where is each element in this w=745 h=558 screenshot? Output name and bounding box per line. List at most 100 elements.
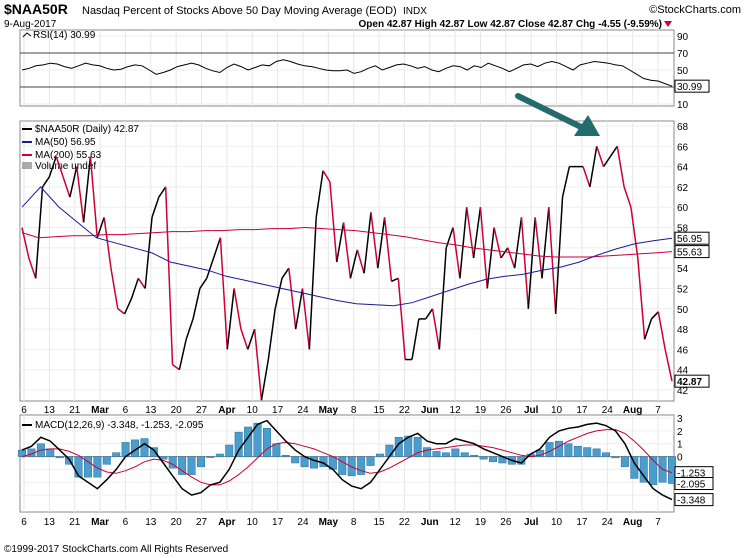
macd-histogram-bar (74, 456, 83, 478)
price-x-tick-label: 6 (21, 405, 27, 416)
macd-legend-swatch (22, 424, 32, 426)
price-line-segment (438, 247, 447, 350)
rsi-last-box (674, 79, 710, 93)
macd-histogram-bar (470, 455, 479, 457)
price-line-segment (589, 146, 598, 188)
price-line-segment (520, 217, 530, 309)
annotation-arrow (515, 93, 600, 136)
price-line-segment (507, 247, 516, 269)
macd-last-label: -3.348 (677, 496, 706, 507)
price-line-segment (274, 278, 283, 309)
macd-histogram-bar (413, 437, 422, 457)
price-y-tick-label: 46 (677, 345, 689, 356)
price-line-segment (493, 227, 502, 259)
macd-histogram-bar (187, 456, 196, 475)
symbol-label: $NAA50R (4, 1, 68, 17)
price-line-segment (151, 196, 160, 218)
price-line-segment (41, 176, 50, 188)
macd-histogram-bar (423, 447, 432, 457)
price-line-segment (178, 339, 187, 370)
price-line-segment (445, 227, 454, 249)
macd-x-tick-label: Apr (218, 517, 235, 528)
price-line-segment (164, 186, 174, 365)
macd-y-tick-label: 1 (677, 440, 683, 451)
price-line-segment (356, 249, 365, 274)
macd-histogram-bar (432, 451, 441, 457)
ma50-legend-label: MA(50) 56.95 (35, 137, 96, 148)
price-line-segment (308, 217, 317, 350)
macd-y-tick-label: 2 (677, 427, 683, 438)
price-x-tick-label: 13 (44, 405, 56, 416)
macd-last-label: -1.253 (677, 469, 706, 480)
macd-x-tick-label: 21 (69, 517, 81, 528)
price-legend: $NAA50R (Daily) 42.87 MA(50) 56.95 MA(20… (22, 124, 139, 172)
description-label: Nasdaq Percent of Stocks Above 50 Day Mo… (82, 5, 397, 17)
macd-histogram-bar (215, 453, 224, 457)
macd-histogram-bar (93, 456, 102, 478)
price-line-segment (123, 298, 133, 315)
macd-x-tick-label: 8 (351, 517, 357, 528)
macd-histogram-bar (178, 456, 187, 475)
copyright-label: ©1999-2017 StockCharts.com All Rights Re… (4, 544, 228, 555)
macd-x-tick-label: 26 (500, 517, 512, 528)
price-line-segment (630, 207, 639, 259)
price-y-tick-label: 66 (677, 142, 689, 153)
macd-x-tick-label: 17 (576, 517, 588, 528)
volume-legend-label: Volume undef (35, 161, 96, 172)
price-x-tick-label: Aug (623, 405, 642, 416)
macd-x-tick-label: 17 (272, 517, 284, 528)
rsi-y-tick-label: 10 (677, 100, 689, 111)
macd-histogram-bar (196, 456, 205, 468)
price-line-segment (397, 278, 406, 360)
macd-x-tick-label: 7 (655, 517, 661, 528)
price-x-tick-label: 10 (551, 405, 563, 416)
price-line-segment (158, 186, 167, 198)
price-line-segment (527, 217, 536, 309)
macd-histogram-bar (441, 452, 450, 457)
price-last-box (674, 245, 710, 259)
price-line-segment (472, 207, 482, 259)
macd-x-tick-label: 10 (551, 517, 563, 528)
macd-histogram-bar (554, 440, 563, 457)
price-x-tick-label: 17 (576, 405, 588, 416)
price-panel (19, 120, 675, 402)
price-line-segment (48, 156, 57, 178)
price-line-segment (89, 156, 99, 238)
price-line-segment (459, 207, 468, 279)
price-line-segment (609, 145, 618, 157)
macd-histogram-bar (639, 456, 648, 483)
price-line-segment (486, 227, 495, 289)
price-line-segment (329, 181, 338, 263)
macd-histogram-bar (83, 456, 92, 478)
macd-y-tick-label: 0 (677, 453, 683, 464)
macd-histogram-bar (602, 452, 611, 457)
price-line-segment (411, 318, 420, 360)
macd-histogram-bar (611, 456, 620, 459)
price-line-segment (541, 207, 550, 279)
price-line-segment (301, 288, 311, 350)
macd-histogram-bar (357, 456, 366, 475)
price-line-segment (452, 227, 461, 279)
macd-x-tick-label: 13 (145, 517, 157, 528)
macd-histogram-bar (149, 447, 158, 457)
price-line-segment (548, 207, 557, 314)
price-line-segment (206, 257, 215, 279)
price-line-segment (479, 207, 489, 289)
rsi-panel (19, 29, 675, 107)
price-line-segment (664, 349, 673, 382)
macd-histogram-bar (55, 456, 64, 459)
price-line-segment (582, 166, 591, 188)
price-line-segment (596, 146, 605, 167)
price-line-segment (561, 166, 571, 198)
price-x-tick-label: 24 (297, 405, 309, 416)
plot-layer: 6613132121MarMar66131320202727AprApr1010… (18, 32, 714, 528)
price-line-segment (240, 328, 249, 350)
macd-x-tick-label: 6 (123, 517, 129, 528)
price-line-segment (650, 311, 659, 320)
price-x-tick-label: 6 (123, 405, 129, 416)
exchange-label: INDX (403, 6, 427, 17)
price-x-tick-label: 17 (272, 405, 284, 416)
price-line-segment (260, 359, 270, 401)
arrow-icon (574, 115, 600, 136)
ma50-legend-swatch (22, 141, 32, 143)
